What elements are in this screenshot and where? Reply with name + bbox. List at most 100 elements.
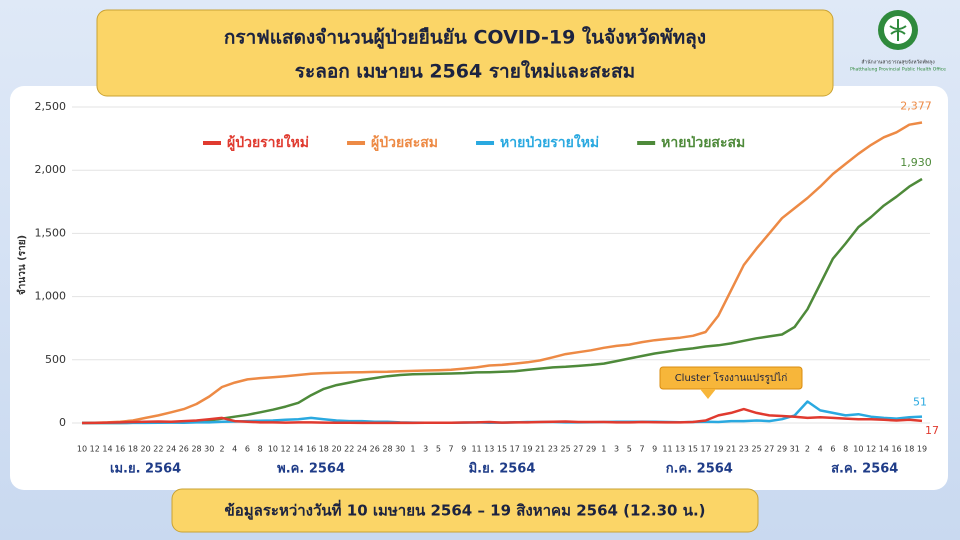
title-box bbox=[96, 9, 834, 97]
footer: ข้อมูลระหว่างวันที่ 10 เมษายน 2564 – 19 … bbox=[224, 500, 705, 521]
x-tick-label: 6 bbox=[245, 445, 250, 454]
x-tick-label: 28 bbox=[191, 445, 201, 454]
x-tick-label: 4 bbox=[818, 445, 823, 454]
y-tick-label: 1,500 bbox=[35, 226, 67, 239]
x-tick-label: 15 bbox=[688, 445, 698, 454]
x-tick-label: 19 bbox=[713, 445, 723, 454]
y-tick-label: 0 bbox=[59, 416, 66, 429]
x-tick-label: 10 bbox=[77, 445, 87, 454]
series-line bbox=[81, 121, 923, 425]
x-tick-label: 8 bbox=[843, 445, 848, 454]
legend-label: ผู้ป่วยรายใหม่ bbox=[227, 133, 309, 151]
x-tick-label: 9 bbox=[461, 445, 466, 454]
subtitle: ระลอก เมษายน 2564 รายใหม่และสะสม bbox=[295, 60, 635, 83]
x-tick-label: 2 bbox=[219, 445, 224, 454]
title: กราฟแสดงจำนวนผู้ป่วยยืนยัน COVID-19 ในจั… bbox=[224, 26, 706, 50]
x-tick-label: 23 bbox=[739, 445, 749, 454]
x-tick-label: 18 bbox=[319, 445, 329, 454]
x-tick-label: 3 bbox=[614, 445, 619, 454]
x-tick-label: 28 bbox=[382, 445, 392, 454]
x-tick-label: 10 bbox=[853, 445, 863, 454]
x-tick-label: 26 bbox=[370, 445, 380, 454]
x-tick-label: 20 bbox=[141, 445, 151, 454]
x-tick-label: 27 bbox=[573, 445, 583, 454]
x-tick-label: 19 bbox=[917, 445, 927, 454]
x-tick-label: 24 bbox=[357, 445, 367, 454]
annotation: Cluster โรงงานแปรรูปไก่ bbox=[675, 371, 788, 384]
x-tick-label: 8 bbox=[258, 445, 263, 454]
x-tick-label: 6 bbox=[830, 445, 835, 454]
x-tick-label: 11 bbox=[471, 445, 481, 454]
y-tick-label: 500 bbox=[45, 353, 66, 366]
x-tick-label: 16 bbox=[306, 445, 316, 454]
legend-label: หายป่วยสะสม bbox=[661, 135, 745, 151]
x-tick-label: 1 bbox=[601, 445, 606, 454]
x-tick-label: 21 bbox=[535, 445, 545, 454]
x-tick-label: 5 bbox=[627, 445, 632, 454]
x-tick-label: 12 bbox=[866, 445, 876, 454]
series-line bbox=[81, 407, 923, 425]
x-tick-label: 14 bbox=[879, 445, 889, 454]
x-tick-label: 15 bbox=[497, 445, 507, 454]
legend-label: หายป่วยรายใหม่ bbox=[500, 133, 599, 151]
footer-box bbox=[171, 488, 759, 533]
x-tick-label: 5 bbox=[436, 445, 441, 454]
x-tick-label: 24 bbox=[166, 445, 176, 454]
y-tick-label: 2,000 bbox=[35, 163, 67, 176]
y-tick-label: 1,000 bbox=[35, 290, 67, 303]
end-label: 17 bbox=[925, 424, 939, 437]
x-tick-label: 9 bbox=[652, 445, 657, 454]
x-tick-label: 11 bbox=[662, 445, 672, 454]
annotation-arrow bbox=[700, 389, 716, 399]
month-label: ส.ค. 2564 bbox=[831, 462, 898, 477]
x-tick-label: 26 bbox=[179, 445, 189, 454]
x-tick-label: 2 bbox=[805, 445, 810, 454]
x-tick-label: 20 bbox=[331, 445, 341, 454]
x-tick-label: 18 bbox=[128, 445, 138, 454]
x-tick-label: 10 bbox=[268, 445, 278, 454]
y-axis-label: จำนวน (ราย) bbox=[16, 235, 28, 295]
month-label: เม.ย. 2564 bbox=[110, 462, 181, 477]
org-en: Phatthalung Provincial Public Health Off… bbox=[850, 67, 946, 73]
x-tick-label: 22 bbox=[153, 445, 163, 454]
x-tick-label: 21 bbox=[726, 445, 736, 454]
x-tick-label: 4 bbox=[232, 445, 237, 454]
x-tick-label: 29 bbox=[586, 445, 596, 454]
x-tick-label: 31 bbox=[790, 445, 800, 454]
x-tick-label: 29 bbox=[777, 445, 787, 454]
x-tick-label: 13 bbox=[675, 445, 685, 454]
x-tick-label: 23 bbox=[548, 445, 558, 454]
x-tick-label: 19 bbox=[522, 445, 532, 454]
logo bbox=[878, 10, 918, 50]
x-tick-label: 7 bbox=[639, 445, 644, 454]
x-tick-label: 12 bbox=[90, 445, 100, 454]
x-tick-label: 1 bbox=[410, 445, 415, 454]
x-tick-label: 30 bbox=[395, 445, 405, 454]
x-tick-label: 27 bbox=[764, 445, 774, 454]
x-tick-label: 16 bbox=[115, 445, 125, 454]
x-tick-label: 30 bbox=[204, 445, 214, 454]
end-label: 51 bbox=[913, 396, 927, 409]
x-tick-label: 18 bbox=[904, 445, 914, 454]
x-tick-label: 7 bbox=[449, 445, 454, 454]
y-tick-label: 2,500 bbox=[35, 100, 67, 113]
x-tick-label: 16 bbox=[891, 445, 901, 454]
x-tick-label: 22 bbox=[344, 445, 354, 454]
month-label: พ.ค. 2564 bbox=[277, 462, 345, 477]
end-label: 2,377 bbox=[900, 100, 932, 113]
x-tick-label: 17 bbox=[701, 445, 711, 454]
x-tick-label: 14 bbox=[102, 445, 112, 454]
org-th: สำนักงานสาธารณสุขจังหวัดพัทลุง bbox=[861, 60, 935, 66]
month-label: มิ.ย. 2564 bbox=[469, 462, 536, 477]
plot-panel bbox=[10, 86, 948, 490]
x-tick-label: 25 bbox=[561, 445, 571, 454]
legend-label: ผู้ป่วยสะสม bbox=[371, 135, 438, 151]
month-label: ก.ค. 2564 bbox=[666, 462, 733, 477]
annotation-box bbox=[659, 366, 803, 390]
x-tick-label: 14 bbox=[293, 445, 303, 454]
x-tick-label: 13 bbox=[484, 445, 494, 454]
x-tick-label: 3 bbox=[423, 445, 428, 454]
x-tick-label: 25 bbox=[751, 445, 761, 454]
